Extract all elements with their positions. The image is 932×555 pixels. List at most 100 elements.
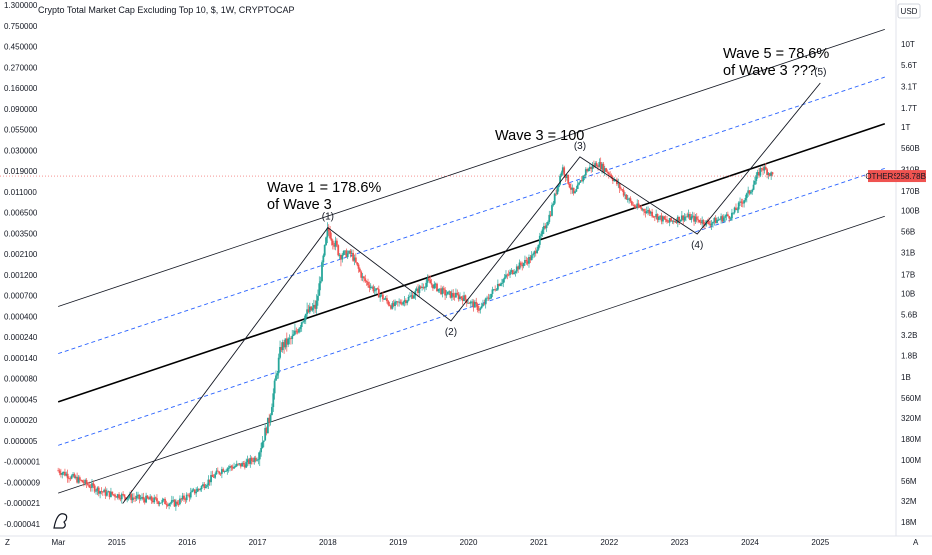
candle-body	[739, 201, 741, 203]
candle-body	[329, 231, 332, 239]
candle-body	[714, 217, 717, 224]
candle-body	[549, 214, 552, 216]
candle	[188, 493, 191, 502]
candle	[177, 499, 180, 507]
candle-body	[475, 302, 478, 304]
candle-body	[96, 487, 99, 491]
candle-body	[294, 330, 296, 335]
candle-body	[379, 295, 382, 298]
candle-body	[230, 466, 233, 468]
candle-body	[134, 497, 137, 499]
candle-body	[698, 219, 701, 223]
candle-body	[740, 201, 743, 203]
candle-body	[246, 459, 249, 463]
candle-body	[122, 494, 125, 495]
candle-body	[402, 302, 405, 305]
candle-body	[731, 212, 733, 219]
candle-body	[169, 502, 172, 504]
candle-body	[348, 250, 350, 254]
candle-body	[218, 471, 221, 474]
candle-body	[568, 183, 571, 188]
candle	[195, 487, 198, 498]
candle	[260, 442, 263, 457]
left-axis-tick-label: 0.000700	[4, 292, 38, 301]
candle-body	[413, 295, 415, 299]
candle	[432, 284, 434, 291]
candle-body	[460, 296, 463, 299]
candle	[760, 167, 763, 172]
candle	[235, 460, 238, 468]
candle-body	[685, 216, 687, 218]
candle	[253, 456, 256, 465]
candle-body	[418, 286, 421, 293]
right-axis-tick-label: 100M	[901, 456, 921, 465]
candle-body	[594, 163, 597, 167]
candle	[582, 175, 585, 184]
candle	[683, 213, 686, 223]
candle-body	[427, 278, 430, 281]
candle	[123, 494, 126, 502]
candle-body	[747, 190, 750, 194]
x-axis-tick-label: 2021	[530, 538, 548, 547]
candle	[100, 487, 103, 495]
candle-body	[572, 187, 575, 194]
candle	[237, 463, 240, 466]
candle	[200, 485, 203, 492]
candle	[241, 461, 244, 467]
candle	[637, 199, 640, 209]
candle	[721, 214, 724, 223]
candle-body	[219, 473, 222, 475]
candle-body	[478, 309, 480, 311]
candle	[670, 217, 672, 222]
currency-button[interactable]: USD	[897, 3, 921, 19]
candle-body	[509, 271, 511, 275]
candle	[280, 342, 283, 353]
candle	[487, 293, 490, 301]
candle-body	[131, 497, 134, 501]
candle-body	[446, 291, 449, 295]
candle	[699, 218, 702, 225]
candle	[287, 337, 290, 348]
candle	[197, 488, 200, 492]
candle	[732, 212, 735, 215]
candle	[427, 274, 430, 282]
candle-body	[752, 184, 755, 190]
candle-body	[380, 294, 383, 296]
candle-body	[716, 219, 718, 224]
candle	[61, 471, 64, 479]
candle	[78, 475, 81, 484]
candle-body	[624, 194, 626, 196]
candle-body	[164, 498, 166, 505]
candle	[429, 275, 432, 284]
candle-body	[434, 283, 437, 285]
candle-body	[323, 245, 326, 256]
candle-body	[510, 270, 513, 272]
candle-body	[541, 229, 544, 235]
candle-body	[77, 477, 80, 483]
candle-body	[713, 217, 716, 222]
candle-body	[68, 478, 70, 480]
candle	[542, 222, 545, 234]
candle	[333, 242, 336, 250]
x-axis-tick-label: 2018	[319, 538, 337, 547]
candle-body	[647, 209, 649, 212]
candle-body	[754, 180, 756, 185]
candle-body	[299, 326, 302, 329]
candle	[230, 464, 233, 471]
candle	[498, 283, 501, 287]
candle	[720, 213, 723, 224]
candle	[567, 174, 570, 185]
candle-body	[484, 298, 487, 305]
candle-body	[672, 220, 675, 222]
candle	[357, 263, 360, 273]
candle	[133, 493, 135, 503]
candle	[496, 279, 499, 291]
candle	[729, 216, 732, 221]
x-axis-tick-label: Mar	[52, 538, 66, 547]
candle	[672, 218, 675, 225]
candle-body	[560, 172, 563, 176]
candle	[395, 300, 398, 305]
candle-body	[252, 460, 254, 462]
